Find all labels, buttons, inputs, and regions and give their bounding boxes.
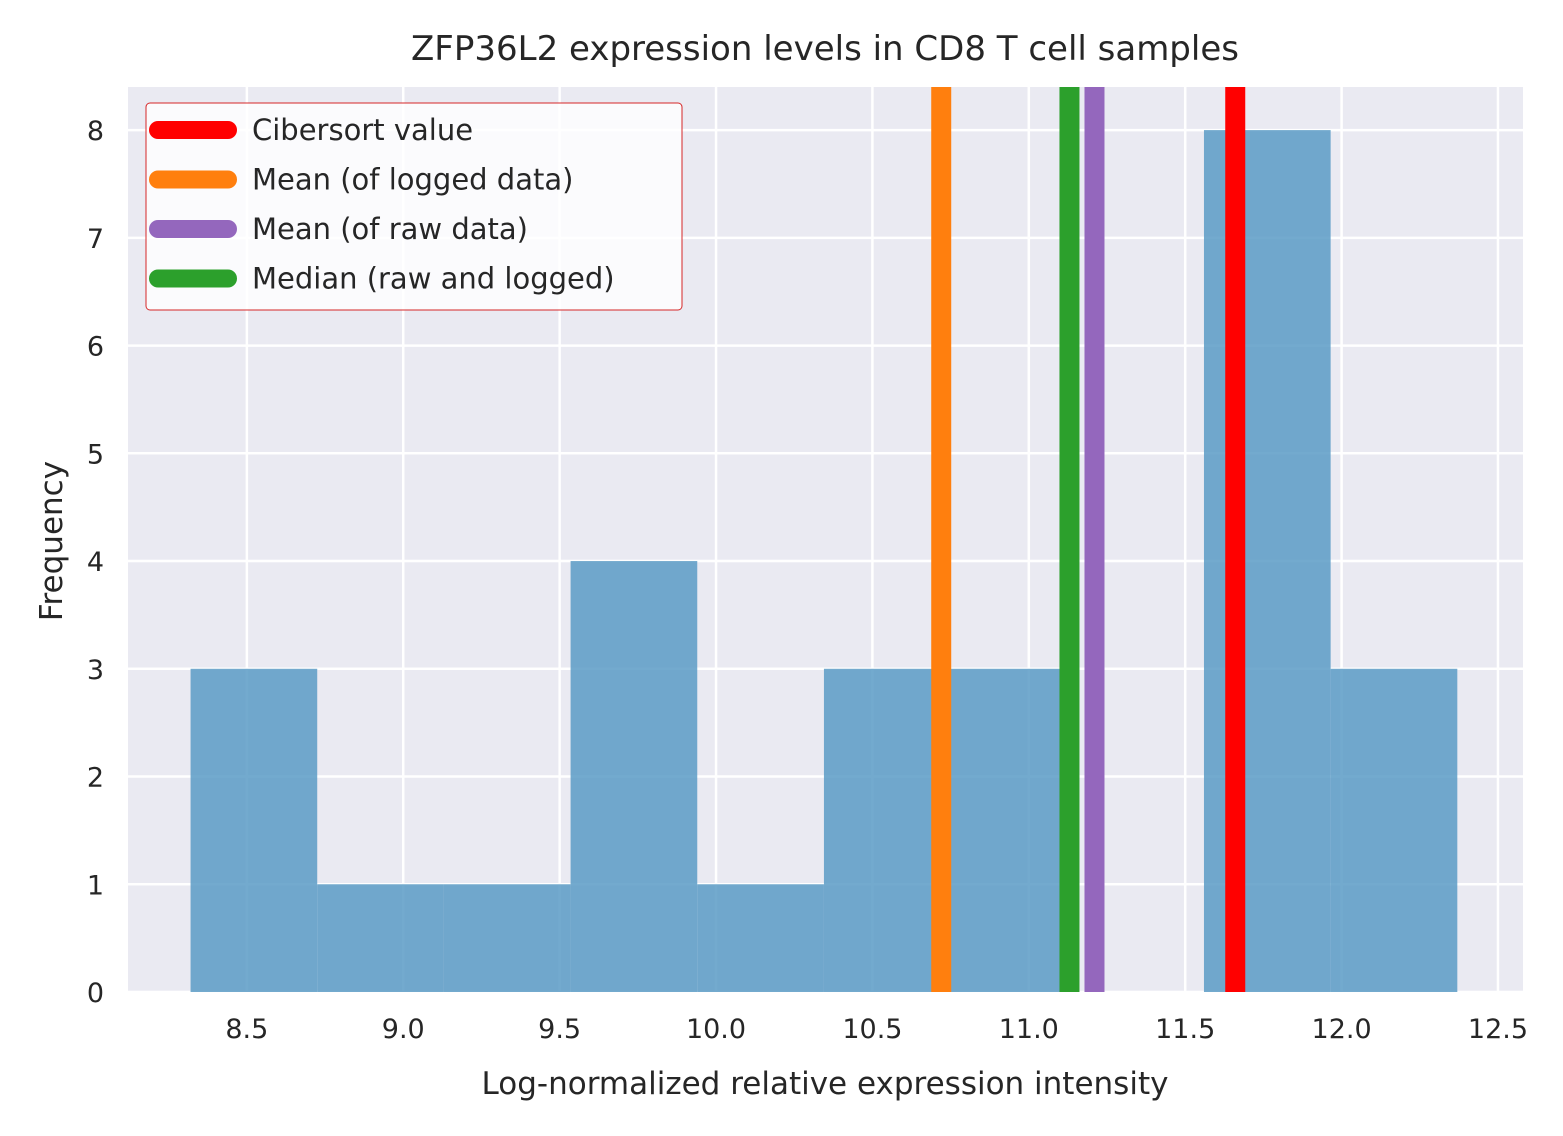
chart-title: ZFP36L2 expression levels in CD8 T cell … [411, 29, 1239, 69]
histogram-bars [190, 130, 1458, 993]
x-tick-label: 9.0 [382, 1014, 425, 1045]
legend-label: Mean (of raw data) [252, 212, 528, 246]
legend-box [145, 102, 683, 311]
y-tick-label: 3 [87, 655, 104, 686]
histogram-bar [317, 884, 444, 992]
x-tick-label: 11.5 [1155, 1014, 1215, 1045]
x-tick-label: 10.0 [686, 1014, 746, 1045]
x-tick-label: 11.0 [999, 1014, 1059, 1045]
legend: Cibersort value Mean (of logged data) Mean… [145, 102, 683, 311]
y-tick-label: 1 [87, 870, 104, 901]
x-axis-label: Log-normalized relative expression inten… [482, 1066, 1169, 1102]
histogram-bar [1330, 668, 1458, 992]
y-tick-label: 0 [87, 978, 104, 1009]
histogram-bar [190, 668, 318, 992]
histogram-bar [697, 884, 824, 992]
histogram-bar [443, 884, 571, 992]
y-tick-label: 8 [87, 116, 104, 147]
legend-label: Mean (of logged data) [252, 163, 573, 197]
histogram-bar [570, 561, 698, 992]
histogram-bar [1203, 130, 1331, 993]
x-tick-labels: 8.5 9.0 9.5 10.0 10.5 11.0 11.5 12.0 12.5 [225, 1014, 1528, 1045]
y-axis-label: Frequency [34, 461, 70, 621]
legend-label: Cibersort value [252, 113, 473, 147]
legend-label: Median (raw and logged) [252, 262, 615, 296]
x-tick-label: 12.5 [1468, 1014, 1528, 1045]
x-tick-label: 8.5 [225, 1014, 268, 1045]
histogram-bar [823, 668, 951, 992]
y-tick-labels: 0 1 2 3 4 5 6 7 8 [87, 116, 104, 1009]
x-tick-label: 9.5 [538, 1014, 581, 1045]
y-tick-label: 7 [87, 224, 104, 255]
reference-lines [931, 87, 1246, 992]
x-tick-label: 10.5 [842, 1014, 902, 1045]
y-tick-label: 6 [87, 332, 104, 363]
y-tick-label: 5 [87, 439, 104, 470]
x-tick-label: 12.0 [1312, 1014, 1372, 1045]
histogram-bar [950, 668, 1078, 992]
y-tick-label: 2 [87, 763, 104, 794]
y-tick-label: 4 [87, 547, 104, 578]
